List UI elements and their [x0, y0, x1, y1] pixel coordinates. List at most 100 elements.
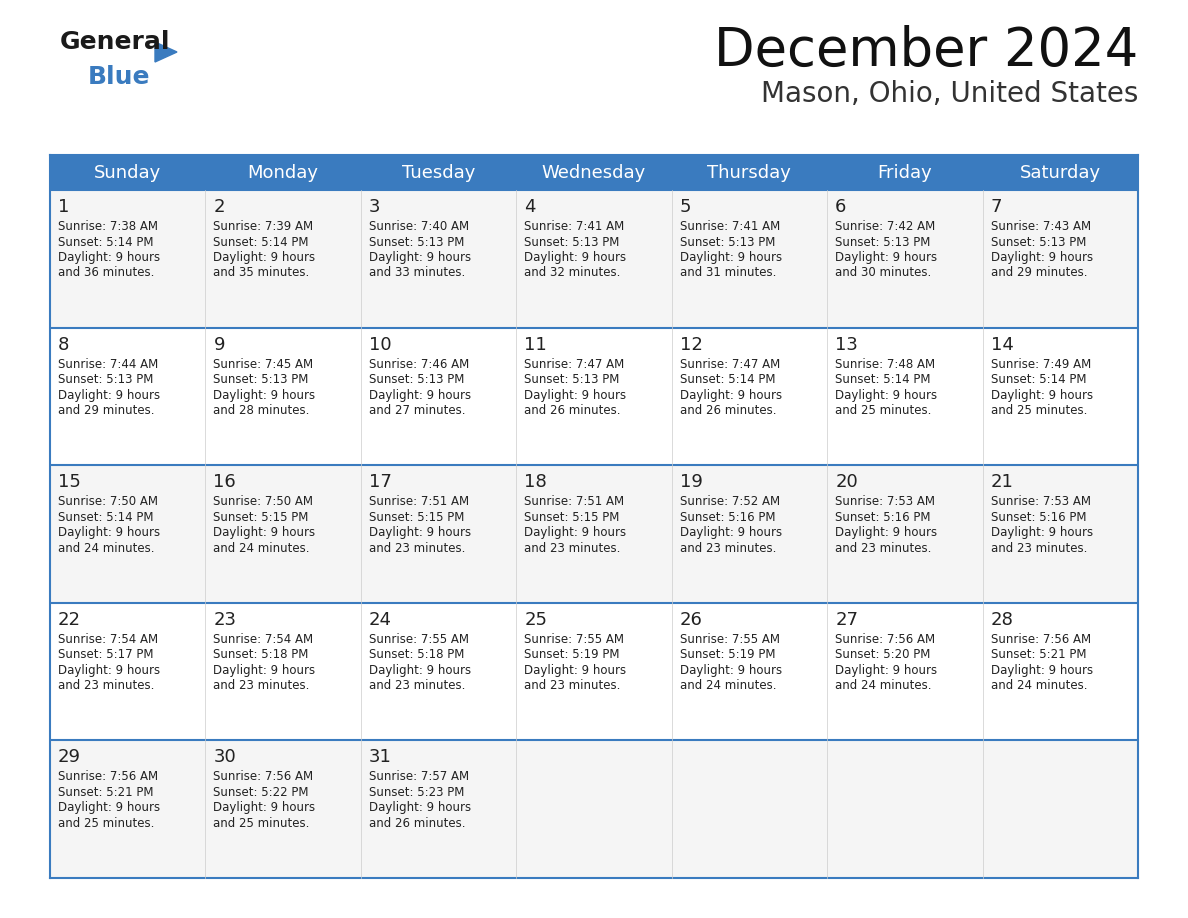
Text: Sunrise: 7:38 AM: Sunrise: 7:38 AM	[58, 220, 158, 233]
Text: Sunrise: 7:45 AM: Sunrise: 7:45 AM	[214, 358, 314, 371]
Text: Daylight: 9 hours: Daylight: 9 hours	[680, 388, 782, 401]
Text: Sunrise: 7:47 AM: Sunrise: 7:47 AM	[680, 358, 781, 371]
Bar	[671, 465, 827, 603]
Text: Sunset: 5:13 PM: Sunset: 5:13 PM	[58, 373, 153, 386]
Text: Sunset: 5:19 PM: Sunset: 5:19 PM	[680, 648, 776, 661]
Text: Sunrise: 7:56 AM: Sunrise: 7:56 AM	[58, 770, 158, 783]
Text: 18: 18	[524, 473, 546, 491]
Text: and 23 minutes.: and 23 minutes.	[680, 542, 776, 554]
Text: and 25 minutes.: and 25 minutes.	[991, 404, 1087, 417]
Text: 5: 5	[680, 198, 691, 216]
Text: and 24 minutes.: and 24 minutes.	[58, 542, 154, 554]
Text: and 36 minutes.: and 36 minutes.	[58, 266, 154, 279]
Text: 20: 20	[835, 473, 858, 491]
Text: and 25 minutes.: and 25 minutes.	[835, 404, 931, 417]
Text: Sunrise: 7:49 AM: Sunrise: 7:49 AM	[991, 358, 1091, 371]
Text: Sunrise: 7:46 AM: Sunrise: 7:46 AM	[368, 358, 469, 371]
Text: Daylight: 9 hours: Daylight: 9 hours	[835, 388, 937, 401]
Text: 3: 3	[368, 198, 380, 216]
Bar	[671, 328, 827, 465]
Bar	[206, 190, 361, 328]
Text: Sunset: 5:13 PM: Sunset: 5:13 PM	[368, 236, 465, 249]
Text: Tuesday: Tuesday	[402, 163, 475, 182]
Text: Daylight: 9 hours: Daylight: 9 hours	[835, 251, 937, 264]
Text: Daylight: 9 hours: Daylight: 9 hours	[680, 251, 782, 264]
Text: Sunset: 5:18 PM: Sunset: 5:18 PM	[214, 648, 309, 661]
Text: Sunrise: 7:56 AM: Sunrise: 7:56 AM	[991, 633, 1091, 645]
Bar	[982, 603, 1138, 741]
Text: 27: 27	[835, 610, 858, 629]
Bar	[50, 465, 206, 603]
Text: Sunset: 5:20 PM: Sunset: 5:20 PM	[835, 648, 930, 661]
Text: Sunrise: 7:55 AM: Sunrise: 7:55 AM	[680, 633, 779, 645]
Text: Sunrise: 7:41 AM: Sunrise: 7:41 AM	[680, 220, 781, 233]
Text: 14: 14	[991, 336, 1013, 353]
Text: Daylight: 9 hours: Daylight: 9 hours	[991, 388, 1093, 401]
Text: and 33 minutes.: and 33 minutes.	[368, 266, 466, 279]
Text: and 23 minutes.: and 23 minutes.	[368, 679, 466, 692]
Text: and 23 minutes.: and 23 minutes.	[214, 679, 310, 692]
Text: 23: 23	[214, 610, 236, 629]
Text: Sunset: 5:16 PM: Sunset: 5:16 PM	[835, 510, 930, 523]
Text: Daylight: 9 hours: Daylight: 9 hours	[214, 388, 316, 401]
Text: 13: 13	[835, 336, 858, 353]
Text: 12: 12	[680, 336, 702, 353]
Bar	[206, 741, 361, 878]
Text: Daylight: 9 hours: Daylight: 9 hours	[991, 664, 1093, 677]
Bar	[517, 465, 671, 603]
Bar	[361, 328, 517, 465]
Bar	[50, 155, 1138, 190]
Text: and 31 minutes.: and 31 minutes.	[680, 266, 776, 279]
Text: 10: 10	[368, 336, 392, 353]
Text: 28: 28	[991, 610, 1013, 629]
Bar	[50, 190, 206, 328]
Text: Sunset: 5:14 PM: Sunset: 5:14 PM	[991, 373, 1086, 386]
Text: 24: 24	[368, 610, 392, 629]
Text: Sunrise: 7:50 AM: Sunrise: 7:50 AM	[214, 495, 314, 509]
Text: Sunset: 5:14 PM: Sunset: 5:14 PM	[214, 236, 309, 249]
Text: Daylight: 9 hours: Daylight: 9 hours	[58, 388, 160, 401]
Text: Daylight: 9 hours: Daylight: 9 hours	[680, 664, 782, 677]
Text: Sunrise: 7:57 AM: Sunrise: 7:57 AM	[368, 770, 469, 783]
Text: Daylight: 9 hours: Daylight: 9 hours	[58, 526, 160, 539]
Text: Daylight: 9 hours: Daylight: 9 hours	[214, 664, 316, 677]
Text: Sunset: 5:14 PM: Sunset: 5:14 PM	[58, 510, 153, 523]
Text: Daylight: 9 hours: Daylight: 9 hours	[680, 526, 782, 539]
Text: Sunset: 5:16 PM: Sunset: 5:16 PM	[991, 510, 1086, 523]
Text: Sunrise: 7:44 AM: Sunrise: 7:44 AM	[58, 358, 158, 371]
Text: Sunset: 5:17 PM: Sunset: 5:17 PM	[58, 648, 153, 661]
Text: and 24 minutes.: and 24 minutes.	[835, 679, 931, 692]
Text: Daylight: 9 hours: Daylight: 9 hours	[58, 251, 160, 264]
Text: Sunrise: 7:54 AM: Sunrise: 7:54 AM	[214, 633, 314, 645]
Bar	[517, 190, 671, 328]
Bar	[206, 465, 361, 603]
Bar	[517, 328, 671, 465]
Text: Sunset: 5:13 PM: Sunset: 5:13 PM	[214, 373, 309, 386]
Text: and 25 minutes.: and 25 minutes.	[214, 817, 310, 830]
Text: Sunset: 5:15 PM: Sunset: 5:15 PM	[524, 510, 620, 523]
Text: Sunrise: 7:52 AM: Sunrise: 7:52 AM	[680, 495, 779, 509]
Text: Sunset: 5:13 PM: Sunset: 5:13 PM	[835, 236, 930, 249]
Bar	[827, 190, 982, 328]
Bar	[827, 603, 982, 741]
Text: Daylight: 9 hours: Daylight: 9 hours	[214, 526, 316, 539]
Text: 9: 9	[214, 336, 225, 353]
Text: and 29 minutes.: and 29 minutes.	[58, 404, 154, 417]
Bar	[361, 190, 517, 328]
Bar	[206, 328, 361, 465]
Text: Daylight: 9 hours: Daylight: 9 hours	[835, 526, 937, 539]
Text: and 26 minutes.: and 26 minutes.	[368, 817, 466, 830]
Text: Blue: Blue	[88, 65, 151, 89]
Bar	[982, 465, 1138, 603]
Text: Sunset: 5:15 PM: Sunset: 5:15 PM	[214, 510, 309, 523]
Text: Sunset: 5:23 PM: Sunset: 5:23 PM	[368, 786, 465, 799]
Bar	[671, 741, 827, 878]
Text: Daylight: 9 hours: Daylight: 9 hours	[991, 251, 1093, 264]
Text: and 28 minutes.: and 28 minutes.	[214, 404, 310, 417]
Bar	[361, 741, 517, 878]
Bar	[982, 328, 1138, 465]
Text: General: General	[61, 30, 171, 54]
Text: 8: 8	[58, 336, 69, 353]
Text: Daylight: 9 hours: Daylight: 9 hours	[524, 251, 626, 264]
Text: 17: 17	[368, 473, 392, 491]
